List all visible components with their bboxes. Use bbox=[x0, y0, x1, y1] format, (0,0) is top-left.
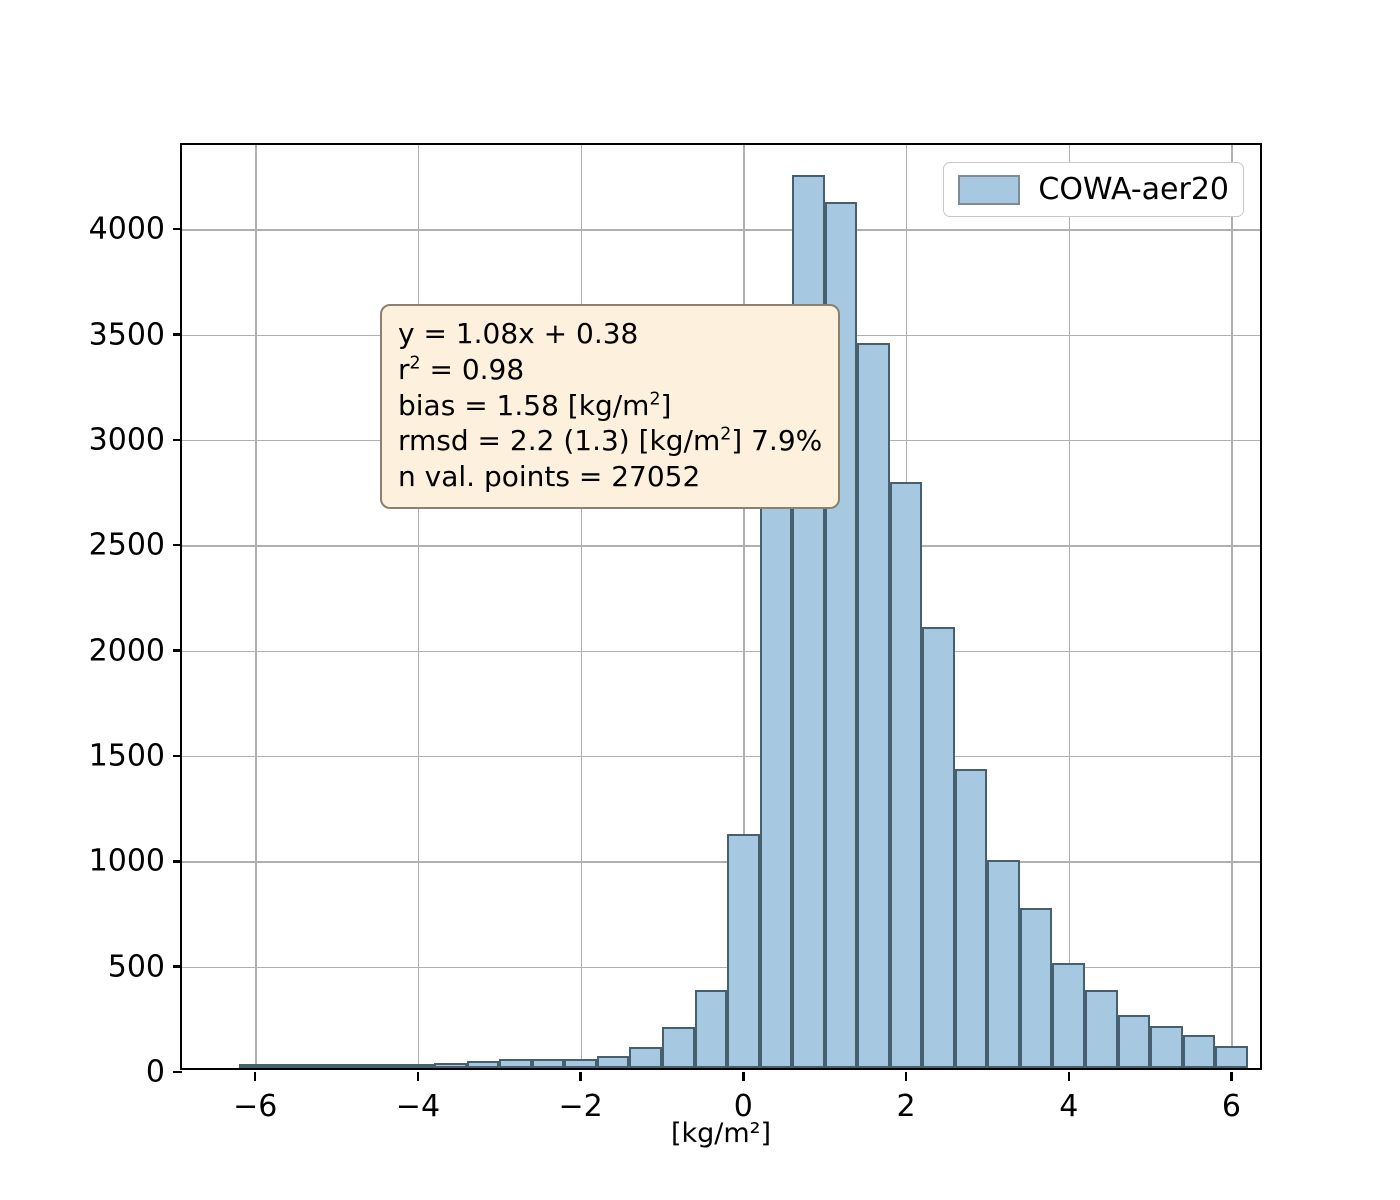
histogram-bar bbox=[1215, 1045, 1248, 1068]
x-tick-mark bbox=[904, 1072, 908, 1081]
x-axis-label: [kg/m²] bbox=[670, 1118, 772, 1149]
gridline-horizontal bbox=[182, 966, 1260, 968]
histogram-bar bbox=[661, 1026, 695, 1068]
x-tick-mark bbox=[254, 1072, 257, 1081]
histogram-bar bbox=[694, 989, 728, 1068]
histogram-bar bbox=[596, 1056, 630, 1068]
histogram-bar bbox=[238, 1064, 272, 1068]
histogram-bar bbox=[954, 768, 988, 1068]
stat-rmsd: rmsd = 2.2 (1.3) [kg/m2] 7.9% bbox=[398, 424, 823, 458]
histogram-bar bbox=[499, 1058, 532, 1068]
histogram-bar bbox=[889, 481, 923, 1068]
stat-bias: bias = 1.58 [kg/m2] bbox=[398, 388, 672, 422]
legend-label-cowa-aer20: COWA-aer20 bbox=[1038, 172, 1229, 207]
histogram-bar bbox=[336, 1064, 370, 1068]
x-tick-label: 6 bbox=[1221, 1089, 1241, 1124]
stat-n-points: n val. points = 27052 bbox=[398, 460, 701, 494]
gridline-vertical bbox=[417, 145, 420, 1068]
histogram-bar bbox=[466, 1061, 500, 1068]
y-tick-label: 500 bbox=[107, 949, 165, 985]
gridline-vertical bbox=[1231, 145, 1233, 1068]
gridline-horizontal bbox=[182, 755, 1260, 758]
y-tick-label: 4000 bbox=[88, 211, 165, 247]
x-tick-label: −4 bbox=[395, 1089, 441, 1124]
histogram-bar bbox=[564, 1058, 597, 1068]
y-tick-label: 2500 bbox=[88, 527, 165, 563]
gridline-vertical bbox=[580, 145, 582, 1068]
x-tick-mark bbox=[742, 1072, 745, 1081]
legend: COWA-aer20 bbox=[943, 162, 1244, 217]
statistics-annotation-box: y = 1.08x + 0.38 r2 = 0.98 bias = 1.58 [… bbox=[380, 304, 841, 510]
histogram-bar bbox=[922, 627, 955, 1068]
x-tick-mark bbox=[1067, 1072, 1070, 1081]
y-tick-mark bbox=[173, 1070, 182, 1074]
histogram-bar bbox=[304, 1064, 337, 1068]
gridline-horizontal bbox=[182, 545, 1260, 547]
x-tick-mark bbox=[1230, 1072, 1233, 1081]
gridline-vertical bbox=[255, 145, 257, 1068]
x-tick-label: −6 bbox=[233, 1089, 278, 1124]
stat-regression-line: y = 1.08x + 0.38 bbox=[398, 317, 639, 350]
y-tick-label: 2000 bbox=[88, 633, 165, 669]
y-tick-label: 0 bbox=[145, 1054, 165, 1090]
gridline-vertical bbox=[1068, 145, 1071, 1068]
x-tick-label: 4 bbox=[1059, 1089, 1079, 1124]
y-tick-mark bbox=[173, 754, 182, 758]
x-tick-label: 2 bbox=[896, 1089, 916, 1124]
histogram-bar bbox=[1150, 1025, 1183, 1068]
x-tick-mark bbox=[416, 1072, 420, 1081]
histogram-bar bbox=[531, 1059, 565, 1068]
y-tick-mark bbox=[173, 860, 182, 863]
x-tick-mark bbox=[579, 1072, 582, 1081]
y-tick-label: 1500 bbox=[88, 738, 165, 774]
gridline-horizontal bbox=[182, 650, 1260, 652]
y-tick-mark bbox=[173, 965, 182, 968]
histogram-bar bbox=[271, 1064, 305, 1068]
y-tick-mark bbox=[173, 544, 182, 547]
axis-ticks: −6 −4 −2 0 2 4 6 0 500 1000 1500 2000 2500 3000 3500 40… bbox=[89, 145, 1260, 1124]
histogram-bar bbox=[369, 1064, 402, 1068]
plot-area: −6 −4 −2 0 2 4 6 0 500 1000 1500 2000 2500 3000 3500 40… bbox=[89, 143, 1262, 1124]
gridline-horizontal bbox=[182, 229, 1260, 231]
histogram-bar bbox=[1182, 1034, 1216, 1068]
y-tick-mark bbox=[173, 228, 182, 231]
y-tick-mark bbox=[173, 649, 182, 652]
histogram-bar bbox=[434, 1063, 467, 1068]
stat-r-squared: r2 = 0.98 bbox=[398, 352, 525, 386]
gridline-horizontal bbox=[182, 861, 1260, 863]
histogram-bar bbox=[401, 1064, 435, 1068]
histogram-bar bbox=[987, 859, 1020, 1068]
y-tick-label: 3500 bbox=[88, 317, 165, 353]
histogram-bar bbox=[1019, 907, 1053, 1068]
legend-swatch-cowa-aer20 bbox=[958, 174, 1021, 205]
histogram-bar bbox=[857, 343, 890, 1068]
y-tick-mark bbox=[173, 333, 182, 336]
histogram-bar bbox=[727, 833, 760, 1068]
gridline-vertical bbox=[743, 145, 745, 1068]
x-tick-label: 0 bbox=[733, 1089, 753, 1124]
histogram-bar bbox=[1117, 1014, 1151, 1068]
histogram-bar bbox=[1085, 990, 1118, 1068]
histogram-bar bbox=[759, 402, 793, 1068]
y-tick-mark bbox=[173, 438, 182, 442]
histogram-bar bbox=[1052, 963, 1085, 1068]
x-tick-label: −2 bbox=[558, 1089, 603, 1124]
y-tick-label: 3000 bbox=[88, 422, 165, 458]
y-tick-label: 1000 bbox=[88, 843, 165, 879]
histogram-bar bbox=[629, 1047, 662, 1068]
